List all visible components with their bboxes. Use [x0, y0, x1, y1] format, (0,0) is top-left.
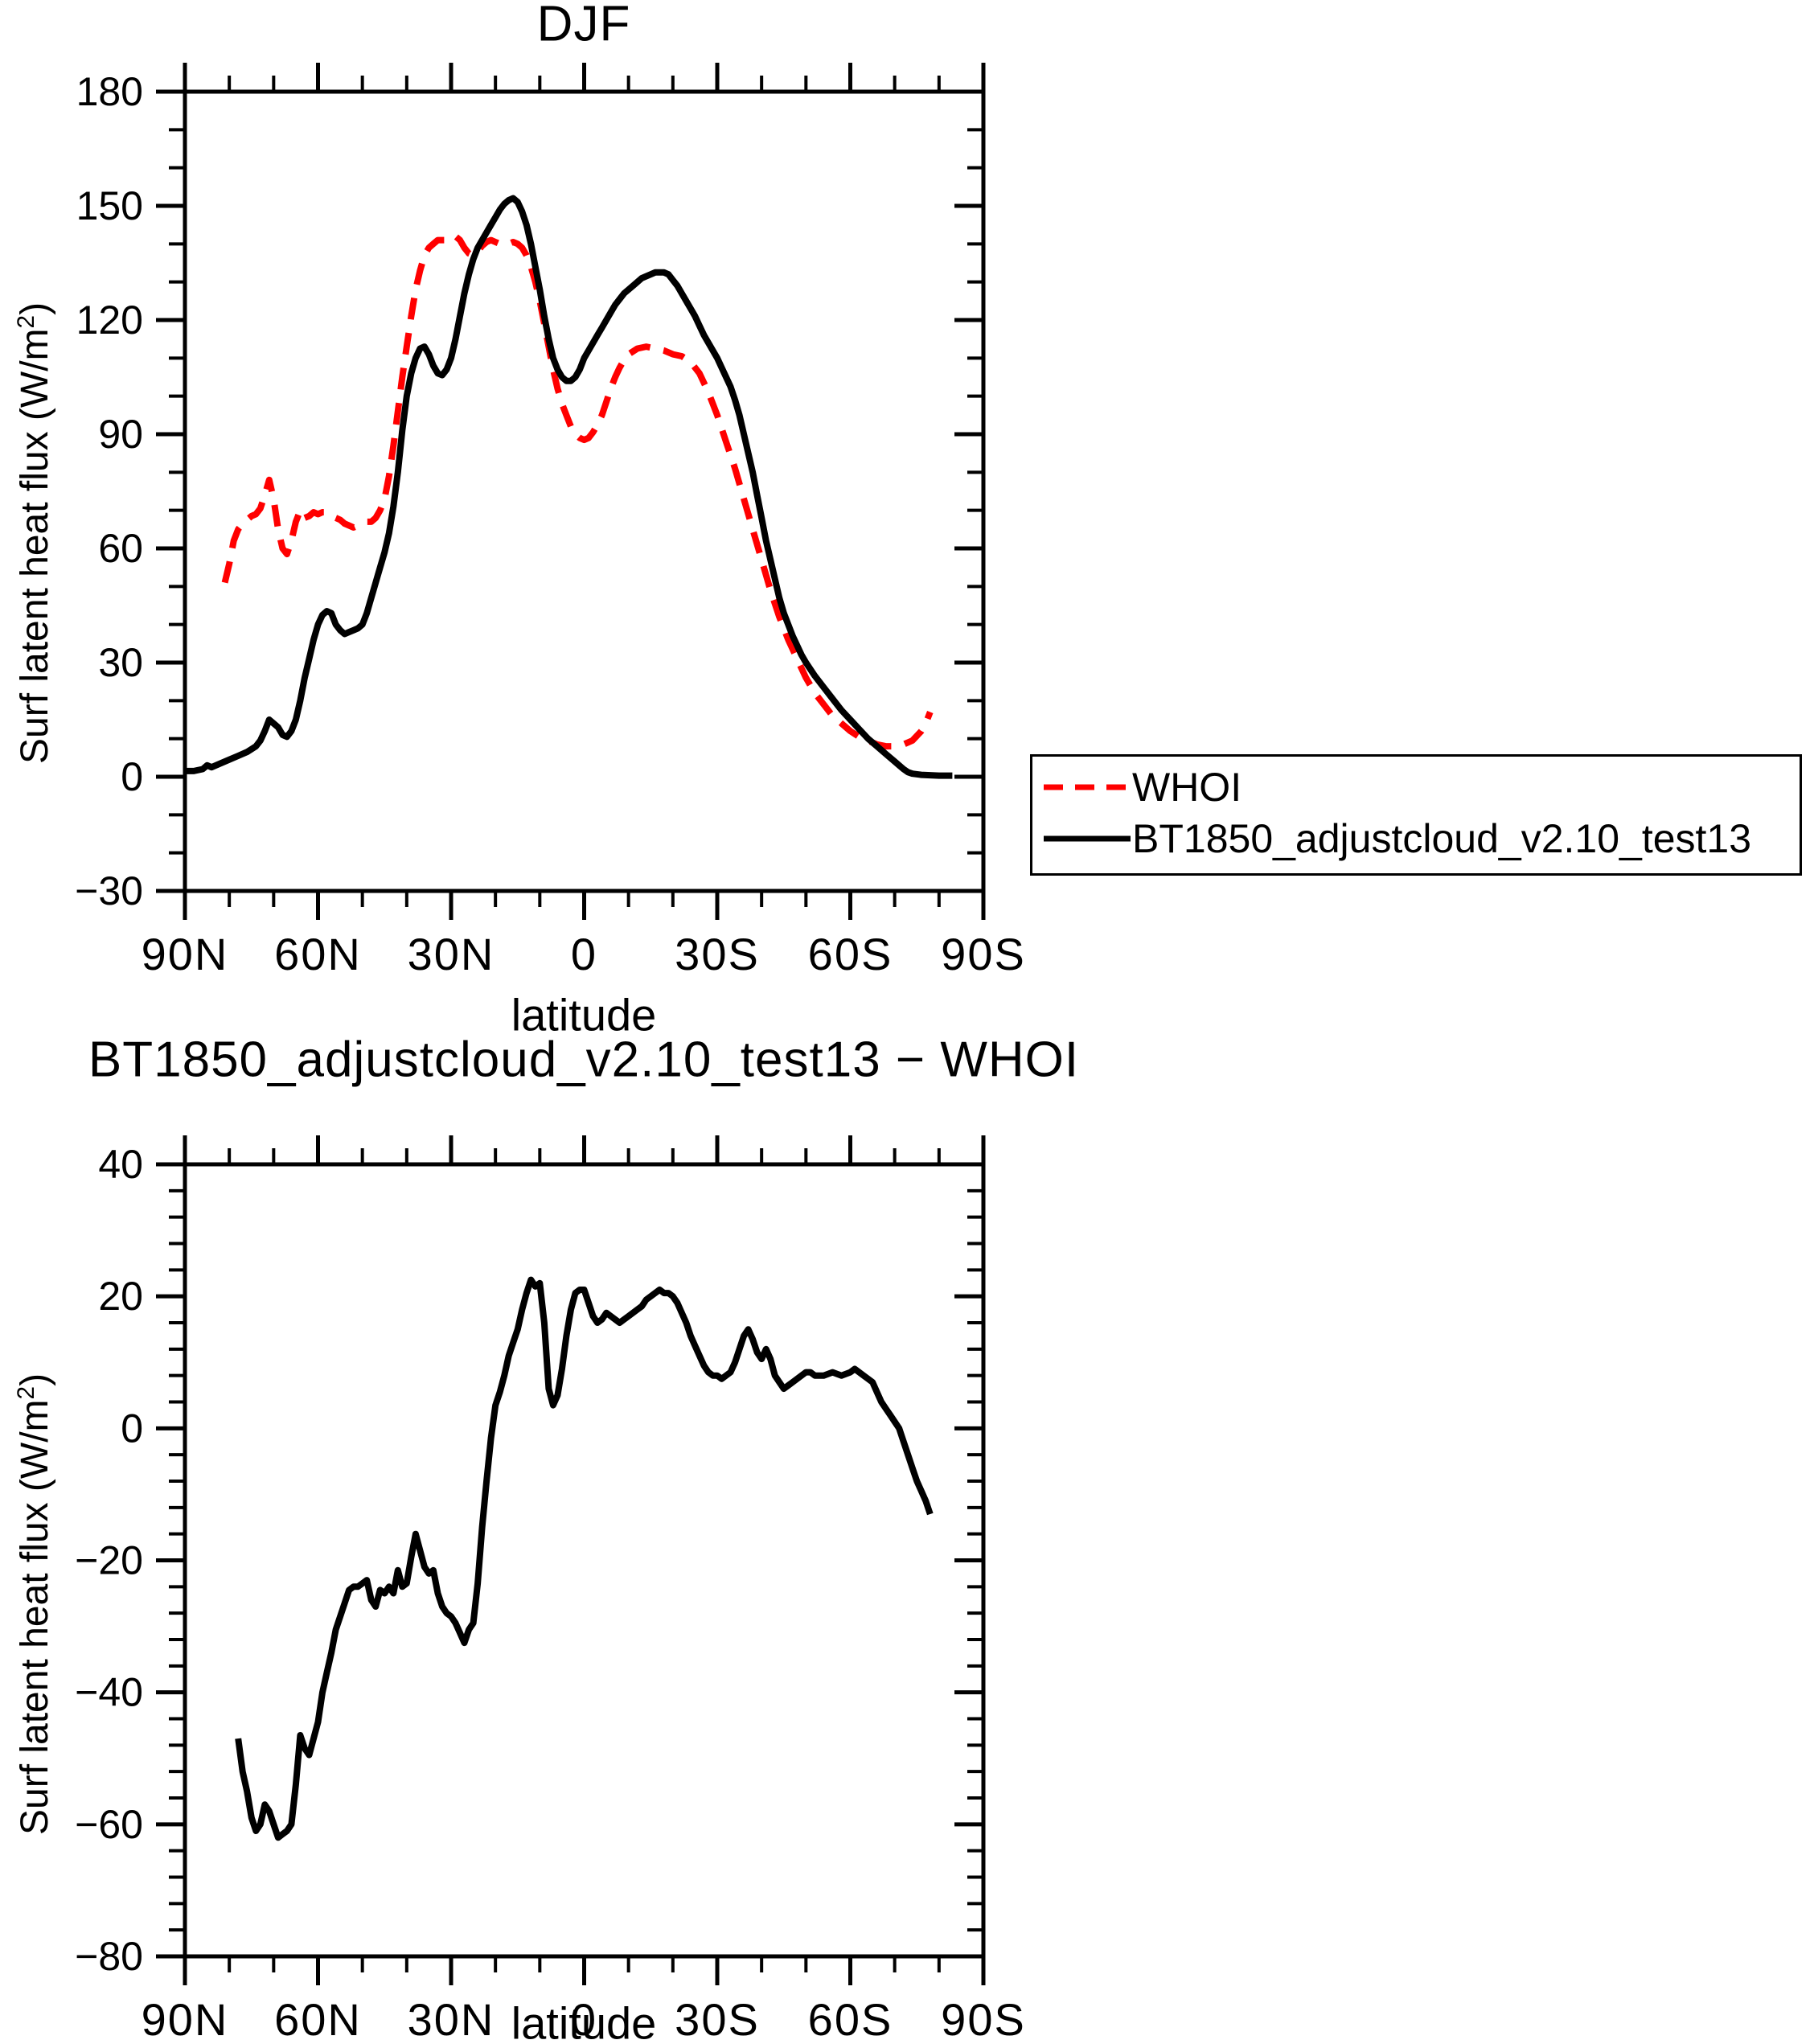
model-curve	[185, 195, 953, 779]
y-tick-label: 40	[98, 1142, 143, 1187]
y-axis-title-text: Surf latent heat flux (W/m	[14, 328, 56, 764]
x-tick-label: 60S	[808, 1994, 893, 2044]
top-chart-frame	[183, 89, 986, 893]
y-tick-label: 20	[98, 1274, 143, 1319]
y-tick-label: 90	[98, 412, 143, 457]
y-tick-label: −20	[75, 1538, 143, 1583]
top-chart-y-axis-title: Surf latent heat flux (W/m2)	[13, 302, 57, 764]
x-tick-label: 90S	[941, 929, 1026, 979]
difference-curve	[235, 1276, 934, 1841]
top-chart: 90N 60N 30N 0 30S 60S 90S −30 0 30 60 90 120 150 180	[75, 63, 1026, 979]
x-tick-label: 60S	[808, 929, 893, 979]
x-tick-label: 30N	[408, 929, 495, 979]
legend: WHOI BT1850_adjustcloud_v2.10_test13	[1030, 754, 1802, 876]
legend-row-model: BT1850_adjustcloud_v2.10_test13	[1042, 815, 1751, 863]
y-tick-label: −80	[75, 1934, 143, 1979]
y-tick-label: 60	[98, 526, 143, 571]
y-tick-label: 150	[76, 183, 143, 228]
y-axis-title-sup: 2	[13, 1385, 39, 1400]
x-tick-label: 30S	[675, 1994, 760, 2044]
x-tick-label: 60N	[274, 929, 362, 979]
difference-chart: 90N 60N 30N 0 30S 60S 90S −80 −60 −40 −20 0 20 40	[75, 1135, 1026, 2044]
legend-row-whoi: WHOI	[1042, 763, 1241, 811]
whoi-dashed-line-sample	[1044, 784, 1131, 790]
whoi-curve	[221, 232, 934, 750]
x-tick-label: 30S	[675, 929, 760, 979]
y-tick-label: 0	[121, 754, 143, 799]
top-chart-x-axis-title: latitude	[511, 989, 657, 1040]
top-chart-title: DJF	[536, 0, 631, 52]
y-tick-label: −40	[75, 1670, 143, 1715]
difference-chart-title: BT1850_adjustcloud_v2.10_test13 − WHOI	[88, 1032, 1080, 1088]
x-tick-label: 90N	[142, 1994, 229, 2044]
y-tick-label: −60	[75, 1802, 143, 1847]
y-tick-label: 120	[76, 298, 143, 343]
y-axis-title-sup: 2	[13, 314, 39, 329]
x-tick-label: 90N	[142, 929, 229, 979]
difference-chart-frame	[183, 1162, 986, 1959]
difference-chart-x-axis-title: latitude	[511, 1997, 657, 2044]
y-tick-label: −30	[75, 868, 143, 913]
y-axis-title-close: )	[14, 302, 56, 315]
x-tick-label: 0	[571, 1994, 597, 2044]
y-tick-label: 0	[121, 1406, 143, 1451]
y-tick-label: 30	[98, 640, 143, 685]
difference-chart-y-axis-title: Surf latent heat flux (W/m2)	[13, 1373, 57, 1835]
y-tick-label: 180	[76, 69, 143, 114]
model-solid-line-sample	[1044, 835, 1131, 842]
y-axis-title-close: )	[14, 1373, 56, 1386]
legend-label-whoi: WHOI	[1132, 765, 1242, 810]
x-tick-label: 0	[571, 929, 597, 979]
x-tick-label: 60N	[274, 1994, 362, 2044]
x-tick-label: 90S	[941, 1994, 1026, 2044]
x-tick-label: 30N	[408, 1994, 495, 2044]
legend-label-model: BT1850_adjustcloud_v2.10_test13	[1132, 816, 1752, 861]
y-axis-title-text: Surf latent heat flux (W/m	[14, 1399, 56, 1835]
